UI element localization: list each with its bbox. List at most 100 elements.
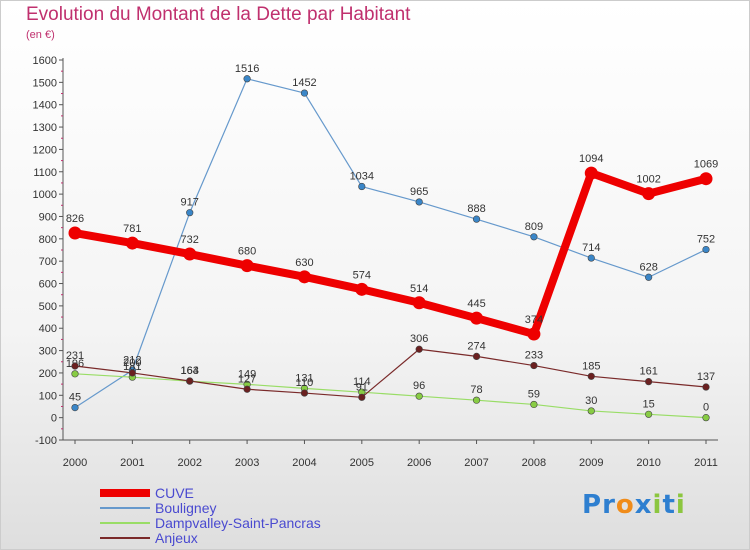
data-label: 781 bbox=[123, 223, 141, 235]
data-point bbox=[358, 393, 366, 401]
proxiti-logo: Proxiti bbox=[582, 490, 686, 520]
legend-swatch bbox=[100, 537, 150, 539]
logo-letter: i bbox=[652, 490, 663, 520]
y-tick-label: 300 bbox=[39, 346, 57, 358]
data-label: 110 bbox=[296, 377, 314, 389]
data-point bbox=[71, 362, 79, 370]
data-label: 91 bbox=[356, 381, 368, 393]
data-point bbox=[125, 236, 139, 250]
data-point bbox=[355, 282, 369, 296]
data-point bbox=[415, 198, 423, 206]
data-label: 78 bbox=[470, 384, 482, 396]
data-label: 374 bbox=[525, 314, 543, 326]
y-tick-label: 700 bbox=[39, 256, 57, 268]
y-tick-label: 1000 bbox=[33, 189, 57, 201]
data-point bbox=[300, 389, 309, 397]
data-label: 274 bbox=[467, 340, 485, 352]
data-point bbox=[128, 369, 136, 377]
data-point bbox=[530, 361, 538, 370]
data-point bbox=[472, 396, 481, 404]
y-tick-label: 900 bbox=[39, 211, 57, 223]
y-tick-label: 1600 bbox=[33, 55, 57, 67]
legend-label: Anjeux bbox=[155, 530, 198, 546]
data-label: 161 bbox=[639, 366, 657, 378]
data-point bbox=[472, 215, 481, 223]
y-tick-label: 1500 bbox=[33, 77, 57, 89]
data-point bbox=[412, 296, 426, 310]
data-point bbox=[584, 166, 598, 180]
legend-label: Dampvalley-Saint-Pancras bbox=[155, 515, 321, 531]
data-label: 714 bbox=[582, 242, 600, 254]
data-label: 1034 bbox=[350, 171, 374, 183]
data-label: 445 bbox=[467, 298, 485, 310]
data-label: 185 bbox=[582, 360, 600, 372]
data-label: 59 bbox=[528, 388, 540, 400]
data-label: 1094 bbox=[579, 153, 603, 165]
data-point bbox=[702, 245, 710, 254]
data-point bbox=[297, 270, 311, 284]
data-label: 1002 bbox=[636, 174, 660, 186]
data-point bbox=[415, 345, 423, 353]
data-label: 200 bbox=[123, 357, 141, 369]
x-tick-label: 2011 bbox=[694, 457, 718, 469]
data-label: 306 bbox=[410, 333, 428, 345]
logo-letter: r bbox=[602, 490, 616, 520]
data-point bbox=[68, 226, 82, 240]
data-point bbox=[702, 414, 710, 422]
data-label: 231 bbox=[66, 350, 84, 362]
data-point bbox=[186, 377, 194, 385]
data-label: 965 bbox=[410, 186, 428, 198]
data-label: 233 bbox=[525, 350, 543, 362]
legend-item: Dampvalley-Saint-Pancras bbox=[100, 515, 400, 531]
y-tick-label: -100 bbox=[35, 435, 57, 447]
legend-swatch bbox=[100, 522, 150, 524]
y-tick-label: 600 bbox=[39, 279, 57, 291]
data-label: 752 bbox=[697, 234, 715, 246]
chart-legend: CUVE Bouligney Dampvalley-Saint-Pancras Anj… bbox=[100, 485, 400, 546]
y-tick-label: 500 bbox=[39, 301, 57, 313]
data-point bbox=[300, 89, 309, 97]
legend-swatch bbox=[100, 489, 150, 497]
logo-letter: P bbox=[582, 490, 603, 520]
data-point bbox=[645, 378, 653, 386]
data-point bbox=[183, 247, 197, 261]
logo-letter: i bbox=[675, 490, 686, 520]
x-tick-label: 2006 bbox=[407, 457, 431, 469]
data-label: 164 bbox=[181, 365, 199, 377]
data-point bbox=[358, 182, 366, 191]
legend-label: CUVE bbox=[155, 485, 194, 501]
x-tick-label: 2003 bbox=[235, 457, 259, 469]
data-point bbox=[645, 273, 653, 281]
data-point bbox=[530, 233, 538, 241]
x-tick-label: 2002 bbox=[177, 457, 201, 469]
legend-label: Bouligney bbox=[155, 500, 217, 516]
x-tick-label: 2005 bbox=[350, 457, 374, 469]
data-label: 131 bbox=[295, 372, 313, 384]
data-label: 680 bbox=[238, 246, 256, 258]
data-point bbox=[470, 311, 484, 325]
data-point bbox=[642, 187, 656, 201]
x-tick-label: 2009 bbox=[579, 457, 603, 469]
y-tick-label: 100 bbox=[39, 390, 57, 402]
data-point bbox=[240, 259, 254, 273]
y-tick-label: 0 bbox=[51, 413, 57, 425]
series-line-anjeux bbox=[74, 348, 707, 398]
data-point bbox=[587, 407, 595, 415]
x-tick-label: 2004 bbox=[292, 457, 316, 469]
logo-letter: t bbox=[662, 490, 676, 520]
data-point bbox=[243, 75, 251, 83]
x-tick-label: 2008 bbox=[522, 457, 546, 469]
x-tick-label: 2001 bbox=[120, 457, 144, 469]
data-label: 45 bbox=[69, 392, 81, 404]
logo-letter: x bbox=[634, 490, 653, 520]
data-point bbox=[186, 209, 194, 217]
chart-subtitle: (en €) bbox=[26, 29, 55, 41]
x-tick-label: 2007 bbox=[464, 457, 488, 469]
data-label: 30 bbox=[585, 395, 597, 407]
data-label: 149 bbox=[238, 368, 256, 380]
data-label: 1516 bbox=[235, 63, 259, 75]
data-label: 826 bbox=[66, 213, 84, 225]
data-label: 809 bbox=[525, 221, 543, 233]
data-label: 917 bbox=[181, 197, 199, 209]
y-tick-label: 1200 bbox=[33, 144, 57, 156]
